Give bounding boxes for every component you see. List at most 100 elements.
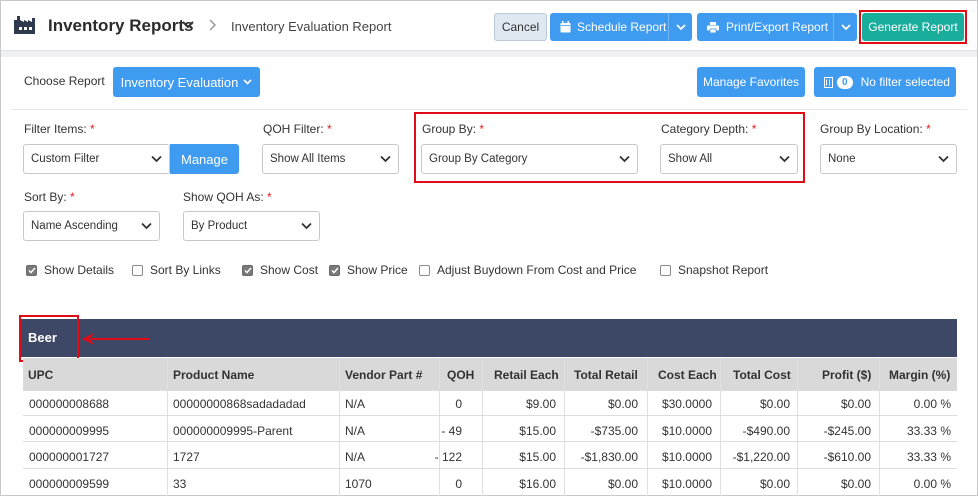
cell-profit: $0.00 <box>840 397 871 411</box>
chevron-down-icon <box>380 155 391 163</box>
column-header-total-retail[interactable]: Total Retail <box>574 368 638 382</box>
row-divider <box>23 390 957 391</box>
chevron-down-icon <box>675 23 686 30</box>
top-bar: Inventory Reports Inventory Evaluation R… <box>1 1 977 51</box>
qoh-filter-select[interactable]: Show All Items <box>262 144 399 174</box>
cell-upc: 000000001727 <box>29 450 110 464</box>
checkbox-checked-icon[interactable] <box>242 264 253 276</box>
category-depth-select[interactable]: Show All <box>660 144 798 174</box>
checkbox-checked-icon[interactable] <box>329 264 340 276</box>
cell-vendor-part: N/A <box>345 424 366 438</box>
category-depth-value: Show All <box>668 153 713 165</box>
group-by-select[interactable]: Group By Category <box>421 144 638 174</box>
column-header-cost-each[interactable]: Cost Each <box>658 368 717 382</box>
cell-retail-each: $15.00 <box>519 450 556 464</box>
header-separator <box>1 51 977 57</box>
column-divider <box>797 358 798 496</box>
sort-by-value: Name Ascending <box>31 220 118 232</box>
checkbox-unchecked-icon[interactable] <box>419 264 430 276</box>
filter-list-icon <box>824 76 833 88</box>
row-divider <box>23 415 957 416</box>
sort-by-select[interactable]: Name Ascending <box>23 211 160 241</box>
column-header-retail-each[interactable]: Retail Each <box>494 368 559 382</box>
breadcrumb: Inventory Evaluation Report <box>231 19 392 34</box>
schedule-dropdown-toggle[interactable] <box>668 13 692 41</box>
column-header-product-name[interactable]: Product Name <box>173 368 255 382</box>
checkbox-show-price[interactable]: Show Price <box>329 263 408 277</box>
cell-product-name: 00000000868sadadadad <box>173 397 306 411</box>
schedule-report-button[interactable]: Schedule Report <box>550 13 692 41</box>
cell-retail-each: $16.00 <box>519 477 556 491</box>
checkbox-snapshot-report[interactable]: Snapshot Report <box>660 263 768 277</box>
column-divider <box>339 358 340 496</box>
column-header-profit[interactable]: Profit ($) <box>822 368 872 382</box>
generate-report-button[interactable]: Generate Report <box>862 13 964 41</box>
filter-items-value: Custom Filter <box>31 153 100 165</box>
cell-qoh: 0 <box>455 477 462 491</box>
cell-cost-each: $10.0000 <box>661 477 712 491</box>
qoh-filter-value: Show All Items <box>270 153 346 165</box>
column-header-upc[interactable]: UPC <box>28 368 54 382</box>
cell-margin: 0.00 % <box>913 397 951 411</box>
category-depth-label: Category Depth: * <box>661 122 757 136</box>
checkbox-label: Sort By Links <box>150 263 221 277</box>
printer-icon <box>707 21 719 33</box>
filter-items-label: Filter Items: * <box>24 122 95 136</box>
column-divider <box>439 358 440 496</box>
chevron-down-icon <box>840 23 851 30</box>
filter-status-button[interactable]: 0 No filter selected <box>814 67 956 97</box>
group-title: Beer <box>28 330 57 345</box>
chevron-down-icon <box>938 155 949 163</box>
checkbox-show-cost[interactable]: Show Cost <box>242 263 318 277</box>
sort-by-label: Sort By: * <box>24 190 75 204</box>
manage-filter-button[interactable]: Manage <box>170 144 239 174</box>
cell-total-cost: $0.00 <box>759 477 790 491</box>
app-title[interactable]: Inventory Reports <box>48 16 194 35</box>
arrow-left-icon <box>82 333 94 345</box>
cell-upc: 000000009995 <box>29 424 110 438</box>
cell-profit: $0.00 <box>840 477 871 491</box>
show-qoh-as-value: By Product <box>191 220 248 232</box>
cell-margin: 0.00 % <box>913 477 951 491</box>
checkbox-label: Snapshot Report <box>678 263 769 277</box>
checkbox-adjust-buydown[interactable]: Adjust Buydown From Cost and Price <box>419 263 636 277</box>
cancel-button[interactable]: Cancel <box>494 13 547 41</box>
cell-qoh: - 122 <box>434 450 462 464</box>
print-export-label: Print/Export Report <box>726 20 829 34</box>
cell-cost-each: $10.0000 <box>661 424 712 438</box>
report-select-button[interactable]: Inventory Evaluation <box>113 67 260 97</box>
checkbox-sort-by-links[interactable]: Sort By Links <box>132 263 221 277</box>
checkbox-label: Show Cost <box>260 263 319 277</box>
show-qoh-as-select[interactable]: By Product <box>183 211 320 241</box>
cell-total-retail: -$1,830.00 <box>580 450 638 464</box>
cell-profit: -$610.00 <box>823 450 871 464</box>
cell-total-retail: $0.00 <box>607 477 638 491</box>
cell-total-cost: $0.00 <box>759 397 790 411</box>
column-divider <box>720 358 721 496</box>
column-header-total-cost[interactable]: Total Cost <box>733 368 791 382</box>
chevron-down-icon[interactable] <box>182 20 194 30</box>
group-by-location-select[interactable]: None <box>820 144 957 174</box>
checkbox-unchecked-icon[interactable] <box>660 264 671 276</box>
checkbox-show-details[interactable]: Show Details <box>26 263 114 277</box>
cell-retail-each: $9.00 <box>525 397 556 411</box>
print-dropdown-toggle[interactable] <box>833 13 857 41</box>
print-export-button[interactable]: Print/Export Report <box>697 13 857 41</box>
cell-qoh: 0 <box>455 397 462 411</box>
cell-upc: 000000008688 <box>29 397 110 411</box>
column-header-qoh[interactable]: QOH <box>447 368 475 382</box>
cell-retail-each: $15.00 <box>519 424 556 438</box>
checkbox-label: Adjust Buydown From Cost and Price <box>437 263 637 277</box>
column-header-vendor-part[interactable]: Vendor Part # <box>345 368 423 382</box>
cell-cost-each: $30.0000 <box>661 397 712 411</box>
checkbox-unchecked-icon[interactable] <box>132 264 143 276</box>
column-header-margin[interactable]: Margin (%) <box>889 368 951 382</box>
group-by-location-value: None <box>828 153 856 165</box>
checkbox-checked-icon[interactable] <box>26 264 37 276</box>
manage-favorites-button[interactable]: Manage Favorites <box>697 67 805 97</box>
column-divider <box>564 358 565 496</box>
factory-report-icon <box>14 16 35 34</box>
annotation-arrow <box>91 338 149 340</box>
filter-items-select[interactable]: Custom Filter <box>23 144 170 174</box>
cell-product-name: 1727 <box>173 450 200 464</box>
